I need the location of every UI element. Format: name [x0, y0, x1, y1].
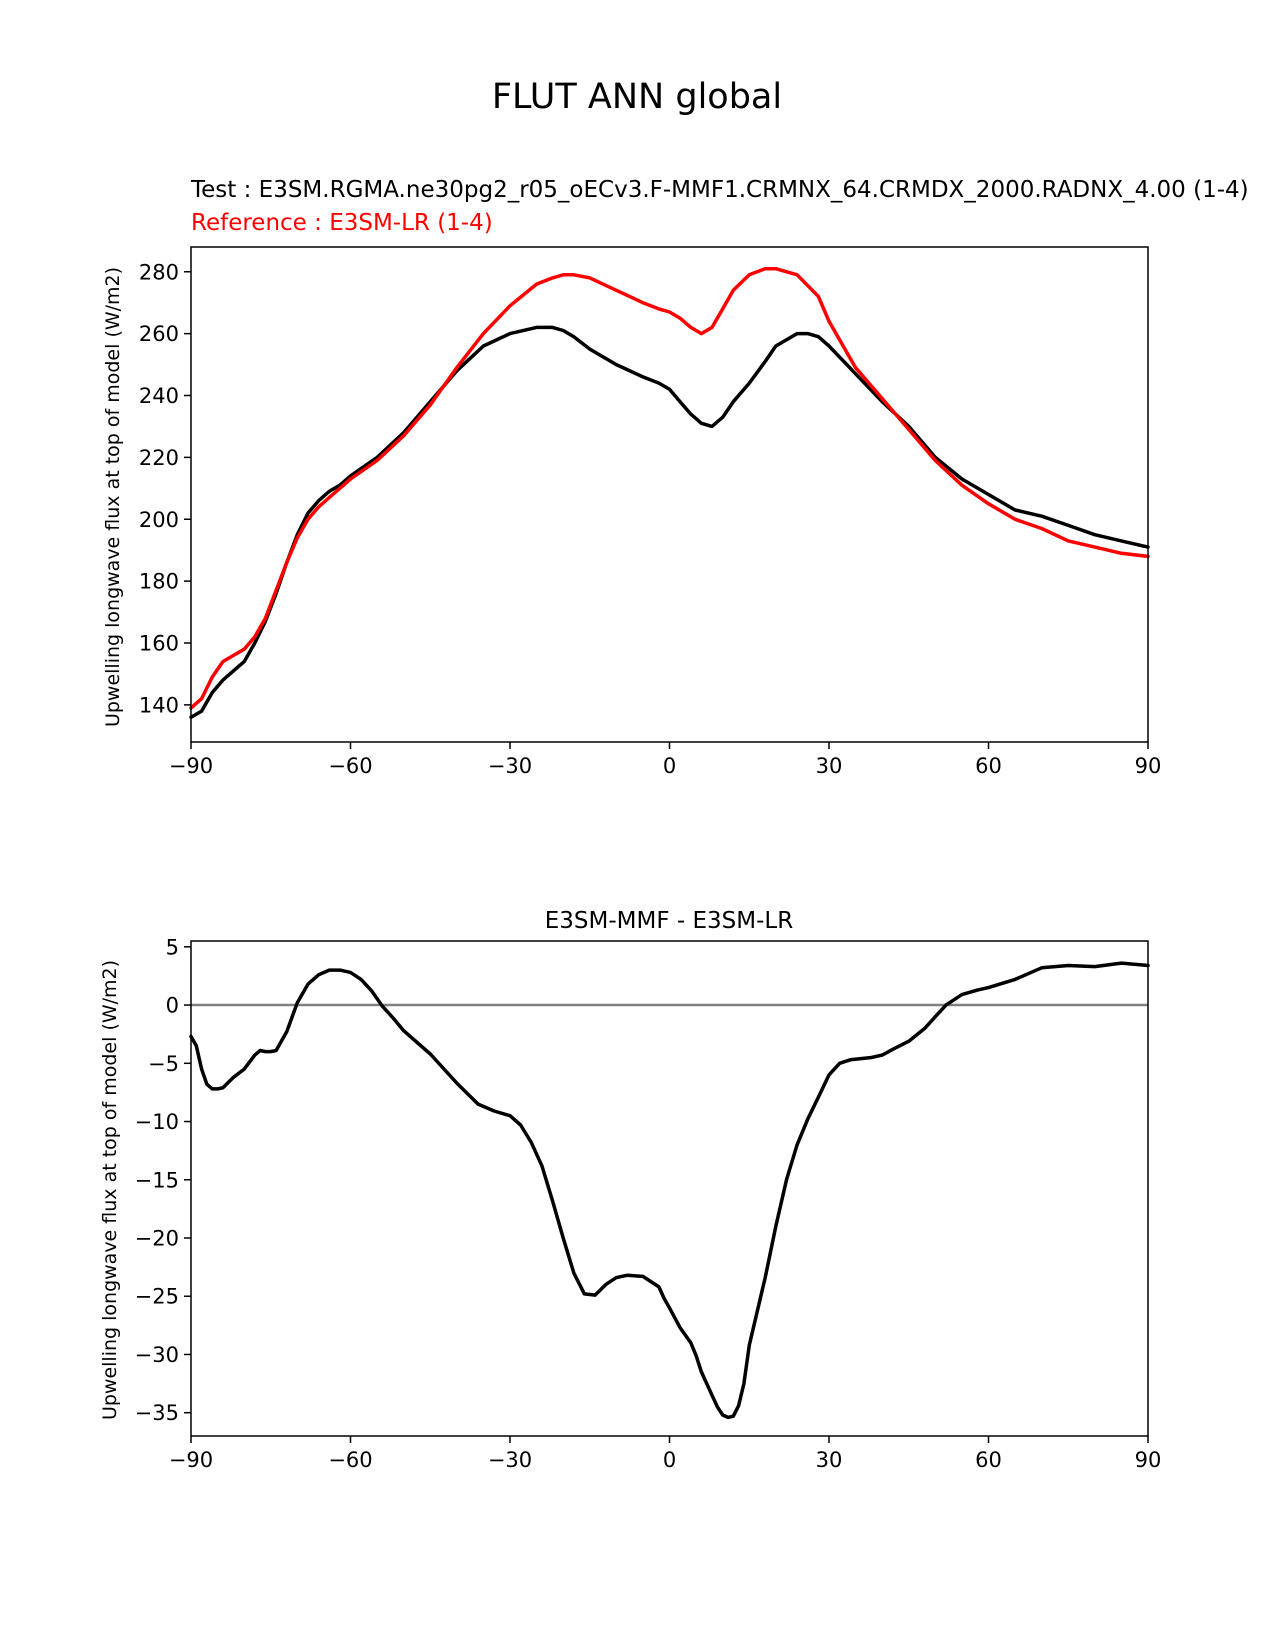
y-tick-label: 200: [139, 508, 179, 532]
x-tick-label: 90: [1135, 754, 1162, 778]
x-tick-label: −60: [328, 1448, 372, 1472]
test-label: Test : E3SM.RGMA.ne30pg2_r05_oECv3.F-MMF…: [190, 177, 1249, 203]
axes-frame: [190, 940, 1149, 1437]
y-tick-label: 180: [139, 570, 179, 594]
series-line-difference: [189, 961, 1150, 1420]
y-tick-label: 5: [166, 935, 179, 959]
y-tick-label: 160: [139, 632, 179, 656]
figure-title: FLUT ANN global: [492, 77, 782, 117]
x-tick-label: −90: [169, 754, 213, 778]
x-tick-label: −90: [169, 1448, 213, 1472]
y-tick-label: 260: [139, 322, 179, 346]
bottom-y-axis-label: Upwelling longwave flux at top of model …: [99, 960, 121, 1420]
bottom-panel: E3SM-MMF - E3SM-LR Upwelling longwave fl…: [99, 908, 1161, 1472]
y-tick-label: −30: [135, 1343, 179, 1367]
top-y-axis-label: Upwelling longwave flux at top of model …: [102, 267, 124, 727]
y-tick-label: 240: [139, 384, 179, 408]
y-tick-label: 140: [139, 693, 179, 717]
series-line-reference: [189, 266, 1150, 710]
top-panel: Test : E3SM.RGMA.ne30pg2_r05_oECv3.F-MMF…: [102, 177, 1249, 778]
y-tick-label: 220: [139, 446, 179, 470]
x-tick-label: 30: [816, 754, 843, 778]
reference-label: Reference : E3SM-LR (1-4): [191, 210, 493, 236]
x-tick-label: −60: [328, 754, 372, 778]
x-tick-label: 0: [663, 754, 676, 778]
x-tick-label: 30: [816, 1448, 843, 1472]
series-line-test: [189, 325, 1150, 720]
x-tick-label: 0: [663, 1448, 676, 1472]
y-tick-label: −25: [135, 1285, 179, 1309]
x-tick-label: 60: [975, 1448, 1002, 1472]
y-tick-label: −20: [135, 1227, 179, 1251]
y-tick-label: 280: [139, 260, 179, 284]
x-tick-label: 90: [1135, 1448, 1162, 1472]
x-tick-label: −30: [488, 1448, 532, 1472]
x-tick-label: 60: [975, 754, 1002, 778]
x-tick-label: −30: [488, 754, 532, 778]
y-tick-label: −5: [148, 1052, 179, 1076]
bottom-chart-title: E3SM-MMF - E3SM-LR: [545, 908, 793, 934]
y-tick-label: −35: [135, 1401, 179, 1425]
y-tick-label: −10: [135, 1110, 179, 1134]
top-plot-area: −90 −60 −30 0 30 60 90 140 160 180 200 220 240 260 280: [139, 246, 1162, 778]
bottom-plot-area: −90 −60 −30 0 30 60 90 5 0 −5 −10 −15 −20 −25 −30 −35: [135, 935, 1162, 1472]
y-tick-label: 0: [166, 994, 179, 1018]
y-tick-label: −15: [135, 1168, 179, 1192]
